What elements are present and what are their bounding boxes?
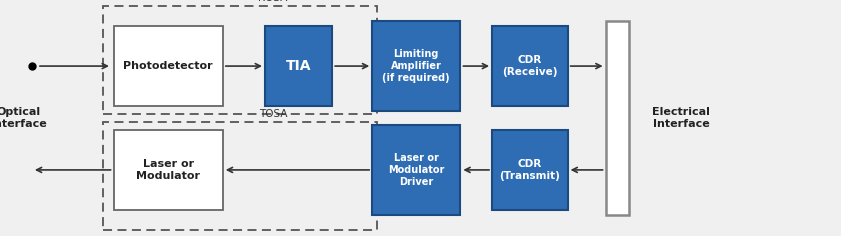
Bar (103, 122, 377, 230)
Text: TIA: TIA (286, 59, 311, 73)
Bar (606, 21, 629, 215)
Text: CDR
(Receive): CDR (Receive) (502, 55, 558, 77)
Text: TOSA: TOSA (259, 109, 287, 119)
Bar (492, 26, 568, 106)
Text: Optical
Interface: Optical Interface (0, 107, 47, 129)
Text: ROSA: ROSA (258, 0, 288, 3)
Text: Photodetector: Photodetector (124, 61, 213, 71)
Text: Limiting
Amplifier
(if required): Limiting Amplifier (if required) (383, 49, 450, 83)
Bar (114, 130, 223, 210)
Text: Laser or
Modulator
Driver: Laser or Modulator Driver (388, 153, 445, 187)
Text: Laser or
Modulator: Laser or Modulator (136, 159, 200, 181)
Bar (103, 6, 377, 114)
Bar (265, 26, 332, 106)
Bar (492, 130, 568, 210)
Text: CDR
(Transmit): CDR (Transmit) (500, 159, 560, 181)
Bar (114, 26, 223, 106)
Bar (372, 21, 461, 111)
Text: Electrical
Interface: Electrical Interface (653, 107, 710, 129)
Bar (372, 125, 461, 215)
